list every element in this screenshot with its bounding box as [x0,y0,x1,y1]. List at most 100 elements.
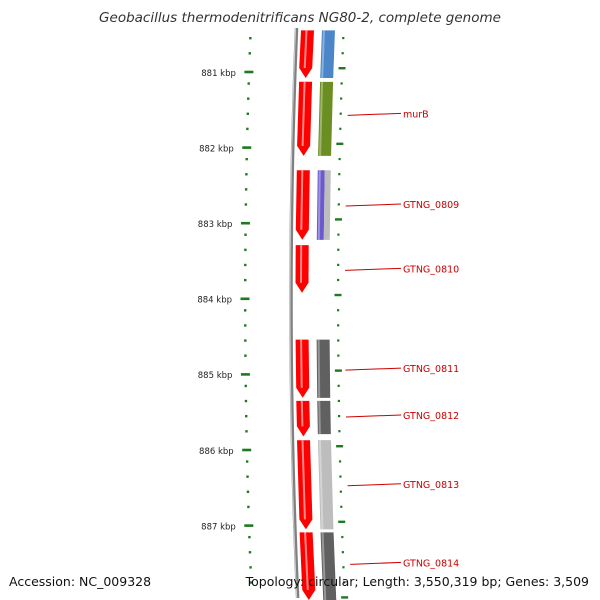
tick-track: 881 kbp 882 kbp 883 kbp 884 kbp 885 kbp 886 k… [197,36,349,599]
minor-tick [340,97,343,100]
minor-tick [246,112,250,115]
major-tick [240,221,250,225]
gene-arrow [295,170,310,240]
gene-arrow-shine [304,532,309,591]
minor-tick [244,339,247,342]
tick-label: 882 kbp [199,144,234,154]
tick-label: 884 kbp [197,296,232,306]
backbone-highlight [289,27,298,599]
minor-tick [249,566,252,569]
cds-block [318,81,334,156]
minor-tick [247,505,250,509]
minor-tick [338,157,341,161]
cds-block-shine [321,532,327,600]
gene-arrow-shine [301,440,306,520]
minor-tick [244,233,247,236]
tick-label: 885 kbp [198,371,233,381]
feature-leader [345,267,402,271]
minor-tick [338,430,341,433]
cds-block-stripe [323,170,331,240]
major-tick [336,142,344,146]
minor-tick [339,475,342,478]
cds-block [320,532,337,600]
feature-label: GTNG_0813 [403,480,459,491]
gene-arrow-shine [300,170,304,230]
feature-leader [347,483,402,487]
gene-arrow-shine [301,81,306,146]
feature-label: GTNG_0810 [403,264,459,275]
gene-arrow-shine [303,30,308,69]
minor-tick [340,505,343,508]
gene-arrow [299,30,314,78]
minor-tick [247,82,250,85]
major-tick [338,67,346,70]
major-tick [336,445,344,448]
feature-label: GTNG_0814 [403,558,459,569]
major-tick [240,373,250,376]
minor-tick [245,430,248,433]
minor-tick [337,233,340,236]
minor-tick [339,490,342,493]
minor-tick [247,97,250,100]
minor-tick [244,309,247,312]
accession-text: Accession: NC_009328 [9,574,152,589]
minor-tick [244,248,247,252]
minor-tick [337,339,340,342]
minor-tick [337,188,341,191]
minor-tick [342,581,346,584]
feature-leader [345,367,402,371]
tick-label: 881 kbp [201,69,236,79]
feature-label: GTNG_0811 [403,364,459,375]
minor-tick [338,173,341,176]
cds-block-shine [319,81,324,156]
feature-label: murB [403,109,429,120]
minor-tick [245,414,248,418]
minor-tick [337,309,340,312]
cds-block-shine [317,170,321,240]
feature-leader [350,561,402,565]
major-tick [334,369,342,372]
minor-tick [337,263,340,266]
feature-leader [345,414,402,418]
gene-arrow [297,81,313,156]
minor-tick [244,384,247,388]
minor-tick [339,112,342,115]
gene-arrow [295,245,309,293]
map-title: Geobacillus thermodenitrificans NG80-2, … [99,10,501,26]
minor-tick [244,188,248,191]
minor-tick [342,566,345,569]
gene-arrow-shine [300,400,304,427]
minor-tick [245,173,248,176]
minor-tick [246,475,249,478]
gene-track [295,30,316,600]
minor-tick [245,460,249,463]
feature-label: GTNG_0812 [403,411,459,422]
feature-labels: murB GTNG_0809 GTNG_0810 GTNG_0811 GTNG_0812… [345,109,459,569]
cds-block [317,440,334,530]
minor-tick [248,535,251,539]
cds-block-shine [318,400,321,435]
major-tick [341,596,349,599]
cds-block [320,30,335,79]
tick-label: 886 kbp [199,447,234,457]
cds-block [316,339,331,398]
minor-tick [341,551,344,554]
topology-text: Topology: circular; Length: 3,550,319 bp… [245,574,589,589]
cds-track [316,30,337,600]
major-tick [338,520,346,524]
minor-tick [342,36,345,40]
feature-leader [345,203,402,207]
minor-tick [338,460,342,463]
cds-block [317,400,331,435]
tick-label: 887 kbp [201,522,236,532]
minor-tick [244,354,247,357]
feature-leader [347,112,402,116]
major-tick [242,146,252,149]
minor-tick [337,384,340,387]
minor-tick [338,414,341,418]
minor-tick [249,581,253,584]
gene-arrow-shine [300,339,303,388]
minor-tick [244,278,247,282]
minor-tick [339,127,342,130]
minor-tick [337,399,340,403]
